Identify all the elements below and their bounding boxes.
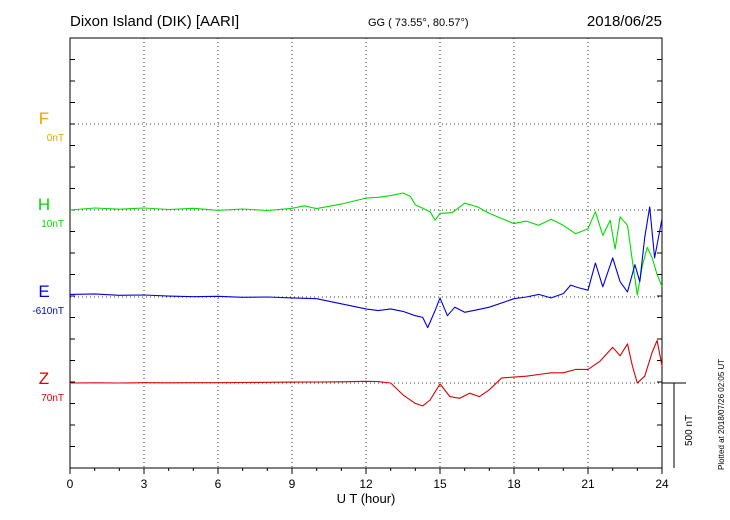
x-tick-label: 18 [507, 477, 521, 491]
x-tick-label: 3 [141, 477, 148, 491]
x-tick-label: 0 [67, 477, 74, 491]
scale-bar-label: 500 nT [684, 415, 695, 446]
channel-e-label: E [38, 282, 49, 301]
x-axis-title: U T (hour) [337, 491, 396, 506]
date-label: 2018/06/25 [587, 13, 662, 30]
plotted-note: Plotted at 2018/07/26 02:05 UT [717, 359, 726, 470]
series-layer [69, 192, 663, 407]
series-h-line [69, 192, 663, 296]
channel-f-baseline: 0nT [47, 133, 64, 144]
series-z-line [69, 339, 663, 407]
x-tick-label: 21 [581, 477, 595, 491]
station-coords: GG ( 73.55°, 80.57°) [368, 17, 469, 29]
channel-h-label: H [38, 195, 50, 214]
series-e-line [69, 206, 663, 329]
x-tick-label: 12 [359, 477, 373, 491]
x-tick-label: 15 [433, 477, 447, 491]
station-title: Dixon Island (DIK) [AARI] [70, 13, 239, 30]
channel-z-label: Z [39, 369, 49, 388]
channel-h-baseline: 10nT [41, 219, 64, 230]
x-tick-label: 9 [289, 477, 296, 491]
x-tick-label: 6 [215, 477, 222, 491]
tick-layer: 0 3 6 9 12 15 18 21 24 [67, 59, 669, 491]
channel-e-baseline: -610nT [32, 306, 64, 317]
channel-f-label: F [39, 109, 49, 128]
grid-layer [70, 38, 662, 468]
x-tick-label: 24 [655, 477, 669, 491]
channel-z-baseline: 70nT [41, 393, 64, 404]
